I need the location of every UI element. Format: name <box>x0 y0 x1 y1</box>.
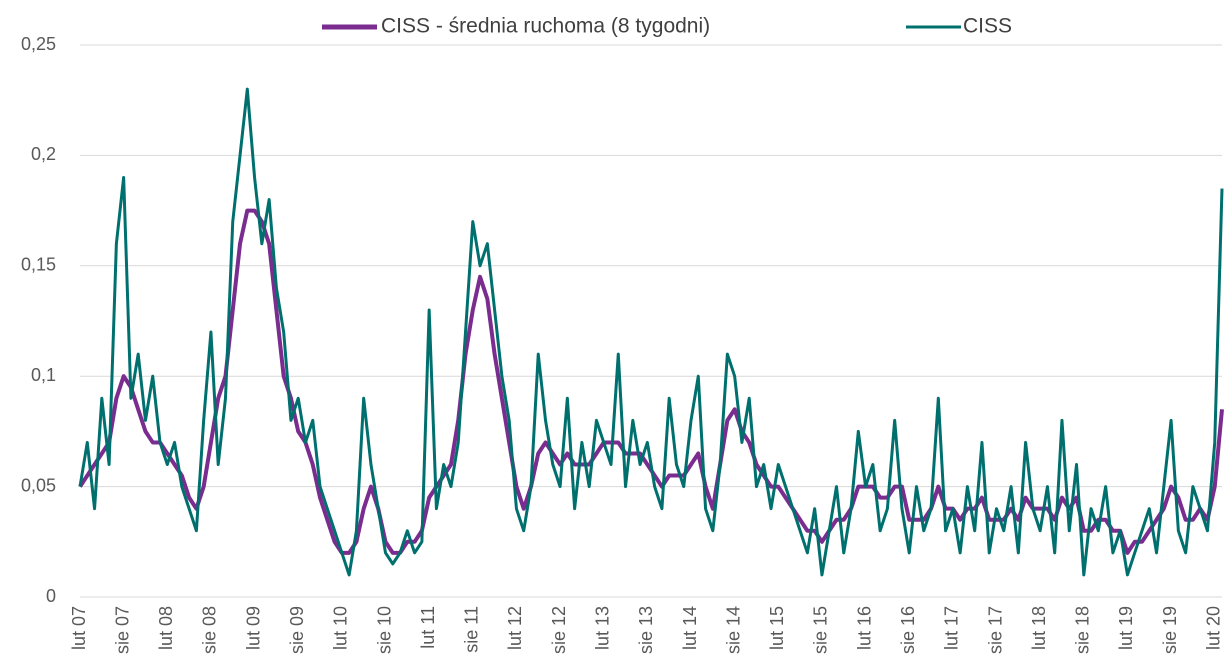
y-tick-label: 0,1 <box>31 365 56 385</box>
x-tick-label: lut 10 <box>331 606 351 650</box>
x-tick-label: sie 12 <box>549 606 569 654</box>
y-tick-label: 0,15 <box>21 255 56 275</box>
y-tick-label: 0,2 <box>31 144 56 164</box>
x-tick-label: sie 07 <box>112 606 132 654</box>
x-tick-label: sie 13 <box>636 606 656 654</box>
x-tick-label: sie 14 <box>723 606 743 654</box>
x-tick-label: sie 11 <box>462 606 482 653</box>
legend-label: CISS - średnia ruchoma (8 tygodni) <box>381 15 710 38</box>
y-tick-label: 0,25 <box>21 34 56 54</box>
x-tick-label: lut 13 <box>592 606 612 650</box>
x-tick-label: lut 09 <box>243 606 263 650</box>
x-tick-label: lut 19 <box>1116 606 1136 650</box>
x-tick-label: sie 09 <box>287 606 307 654</box>
x-tick-label: sie 18 <box>1073 606 1093 654</box>
x-tick-label: sie 19 <box>1160 606 1180 654</box>
x-tick-label: lut 18 <box>1029 606 1049 650</box>
x-tick-label: lut 11 <box>418 606 438 649</box>
series-line <box>78 87 1224 577</box>
x-tick-label: lut 20 <box>1203 606 1223 650</box>
x-tick-label: sie 10 <box>374 606 394 654</box>
x-tick-label: lut 12 <box>505 606 525 650</box>
y-tick-label: 0,05 <box>21 475 56 495</box>
x-tick-label: sie 08 <box>200 606 220 654</box>
x-tick-label: lut 17 <box>942 606 962 650</box>
x-tick-label: lut 14 <box>680 606 700 650</box>
x-tick-label: sie 15 <box>811 606 831 654</box>
x-tick-label: lut 16 <box>854 606 874 650</box>
y-tick-label: 0 <box>46 586 56 606</box>
legend-label: CISS <box>963 15 1012 38</box>
x-tick-label: lut 08 <box>156 606 176 650</box>
series-line <box>78 208 1224 555</box>
x-tick-label: sie 16 <box>898 606 918 654</box>
x-tick-label: lut 15 <box>767 606 787 650</box>
x-tick-label: lut 07 <box>69 606 89 650</box>
x-tick-label: sie 17 <box>985 606 1005 654</box>
